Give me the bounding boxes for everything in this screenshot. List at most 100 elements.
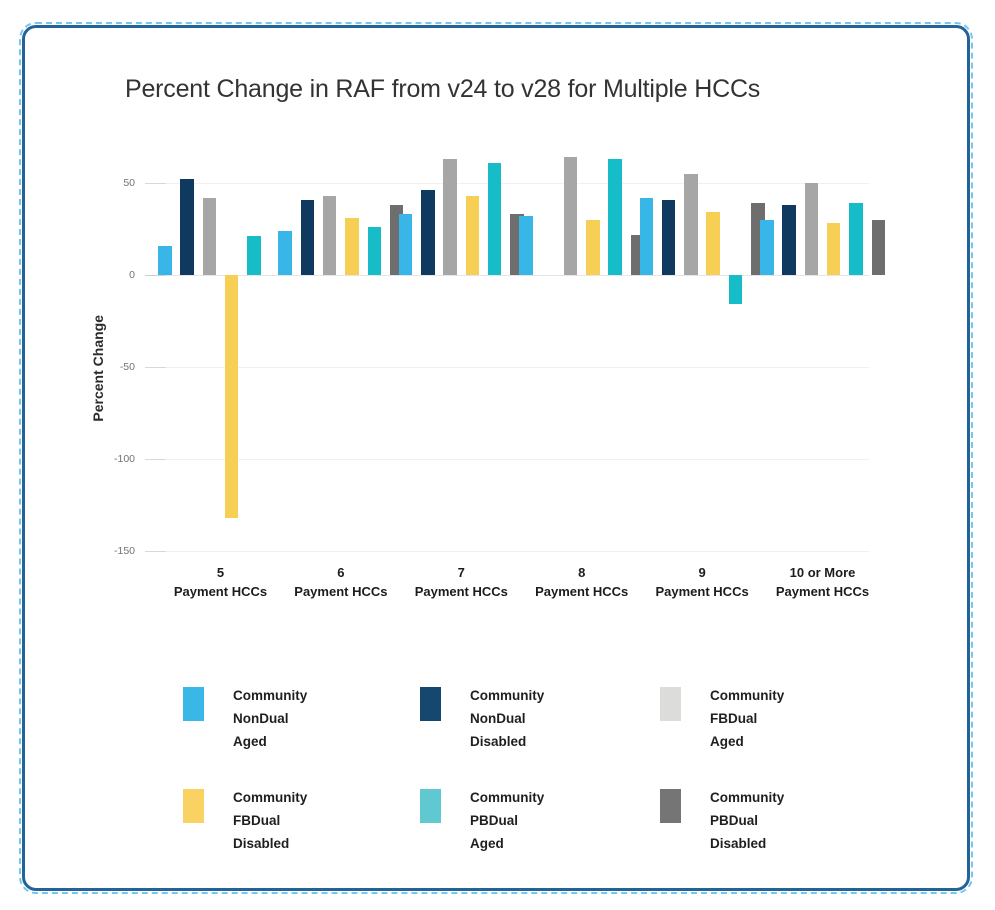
legend-label-line: NonDual (233, 711, 289, 726)
legend-item: Community NonDual Aged (183, 687, 420, 753)
gridline (145, 551, 869, 552)
y-tick-label: -100 (113, 453, 135, 465)
x-axis-label-line1: 7 (457, 565, 465, 580)
bar (684, 173, 698, 275)
bar (871, 219, 885, 275)
legend-label-line: Community (470, 790, 545, 805)
legend-label-line: PBDual (470, 813, 519, 828)
legend-label: Community PBDual Aged (470, 786, 544, 855)
plot-area (145, 143, 885, 565)
bar (322, 195, 337, 275)
gridline (145, 367, 869, 368)
legend-swatch (420, 789, 441, 823)
bar (804, 183, 819, 275)
x-axis-label: 8 Payment HCCs (518, 565, 645, 599)
bar (300, 199, 315, 275)
bar (421, 190, 435, 275)
x-axis-label-line1: 10 or More (789, 565, 856, 580)
legend-label-line: FBDual (233, 813, 281, 828)
bar (345, 217, 359, 275)
legend-swatch (183, 789, 204, 823)
legend-label-line: Community (470, 688, 545, 703)
bar-group-5 (639, 143, 766, 565)
bar-group-2 (278, 143, 404, 565)
chart-legend: Community NonDual Aged Community NonDual Disa… (183, 687, 784, 855)
bar (826, 223, 841, 275)
bar-group-1 (158, 143, 284, 565)
bar (367, 227, 382, 275)
legend-item: Community PBDual Aged (420, 789, 660, 855)
legend-item: Community PBDual Disabled (660, 789, 784, 855)
bar (398, 214, 413, 275)
bar (519, 216, 533, 275)
y-tick-label: 50 (123, 177, 135, 189)
legend-label-line: Community (233, 790, 308, 805)
gridline (145, 459, 869, 460)
bar (443, 159, 457, 275)
bar (487, 162, 502, 275)
legend-label-line: FBDual (710, 711, 758, 726)
bar (586, 219, 600, 275)
bar (278, 230, 292, 275)
y-tick-label: -150 (113, 545, 135, 557)
bar (608, 159, 622, 275)
bar (247, 236, 261, 275)
legend-item: Community FBDual Disabled (183, 789, 420, 855)
bar (849, 203, 863, 275)
legend-label-line: NonDual (470, 711, 526, 726)
bar (639, 197, 654, 275)
legend-item: Community FBDual Aged (660, 687, 784, 753)
x-axis-label-line2: Payment HCCs (775, 584, 870, 599)
bar (661, 199, 676, 275)
legend-label-line: Aged (233, 734, 267, 749)
chart-card: Percent Change in RAF from v24 to v28 fo… (19, 22, 973, 894)
bar-group-4 (519, 143, 645, 565)
legend-label-line: Community (710, 790, 785, 805)
x-axis-label: 7 Payment HCCs (398, 565, 525, 599)
x-axis-label: 9 Payment HCCs (639, 565, 766, 599)
bar (563, 157, 578, 275)
x-axis-label: 6 Payment HCCs (277, 565, 404, 599)
legend-swatch (420, 687, 441, 721)
x-axis-label-line2: Payment HCCs (414, 584, 508, 599)
legend-label: Community PBDual Disabled (710, 786, 784, 855)
x-axis-label-line1: 8 (578, 565, 586, 580)
legend-item: Community NonDual Disabled (420, 687, 660, 753)
legend-label-line: Disabled (233, 836, 290, 851)
bar (706, 212, 720, 275)
bar (224, 275, 239, 518)
x-axis-labels: 5 Payment HCCs 6 Payment HCCs 7 Payment HCCs 8… (145, 565, 869, 625)
x-axis-label-line1: 6 (337, 565, 345, 580)
y-axis-tick-labels: 50 0 -50 -100 -150 (73, 143, 135, 565)
x-axis-label-line2: Payment HCCs (535, 584, 629, 599)
legend-label-line: Community (233, 688, 308, 703)
legend-label-line: Aged (470, 836, 504, 851)
legend-label: Community FBDual Disabled (233, 786, 307, 855)
legend-label: Community FBDual Aged (710, 684, 784, 753)
legend-label: Community NonDual Disabled (470, 684, 544, 753)
bar (180, 179, 194, 275)
legend-label-line: Community (710, 688, 785, 703)
legend-label-line: Disabled (710, 836, 767, 851)
x-axis-label-line1: 9 (698, 565, 706, 580)
bar (728, 275, 743, 305)
x-axis-label-line2: Payment HCCs (294, 584, 388, 599)
legend-swatch (660, 687, 681, 721)
bar (158, 245, 172, 275)
x-axis-label-line1: 5 (216, 565, 225, 580)
legend-label-line: PBDual (710, 813, 759, 828)
x-axis-label: 10 or More Payment HCCs (759, 565, 886, 599)
legend-label-line: Disabled (470, 734, 527, 749)
legend-label-line: Aged (710, 734, 744, 749)
bar-group-3 (398, 143, 525, 565)
bar (760, 219, 774, 275)
y-tick-label: 0 (129, 269, 135, 281)
bar (782, 205, 796, 275)
legend-swatch (660, 789, 681, 823)
bar-group-6 (760, 143, 886, 565)
x-axis-label: 5 Payment HCCs (157, 565, 284, 599)
x-axis-label-line2: Payment HCCs (173, 584, 268, 599)
gridline (145, 275, 869, 276)
bar (465, 195, 480, 275)
chart-title: Percent Change in RAF from v24 to v28 fo… (125, 75, 761, 103)
